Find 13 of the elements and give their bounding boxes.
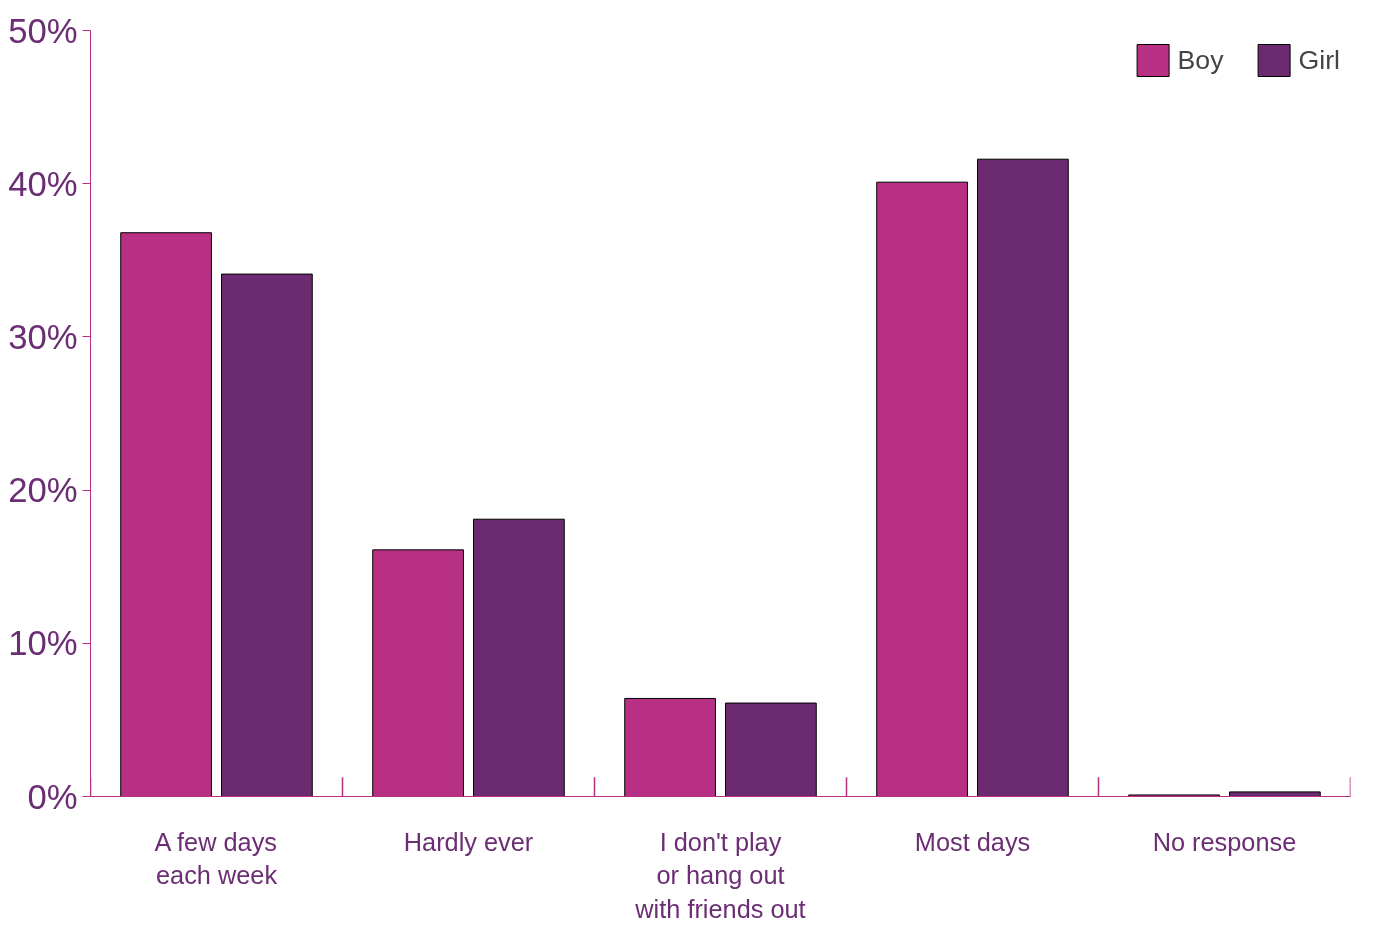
y-tick-label: 50%	[8, 11, 78, 50]
x-tick-label: I don't play or hang out with friends out	[634, 827, 806, 923]
x-tick-label: No response	[1152, 827, 1297, 856]
y-tick-label: 10%	[8, 624, 78, 663]
legend-label: Girl	[1298, 44, 1340, 76]
x-tick-label: Most days	[914, 827, 1031, 856]
y-tick-label: 20%	[8, 471, 78, 510]
y-tick-label: 0%	[27, 777, 78, 816]
x-tick-label: A few days each week	[154, 827, 278, 890]
y-tick-label: 40%	[8, 164, 78, 203]
x-tick-label: Hardly ever	[403, 827, 534, 856]
legend-label: Boy	[1177, 44, 1224, 76]
y-tick-label: 30%	[8, 317, 78, 356]
